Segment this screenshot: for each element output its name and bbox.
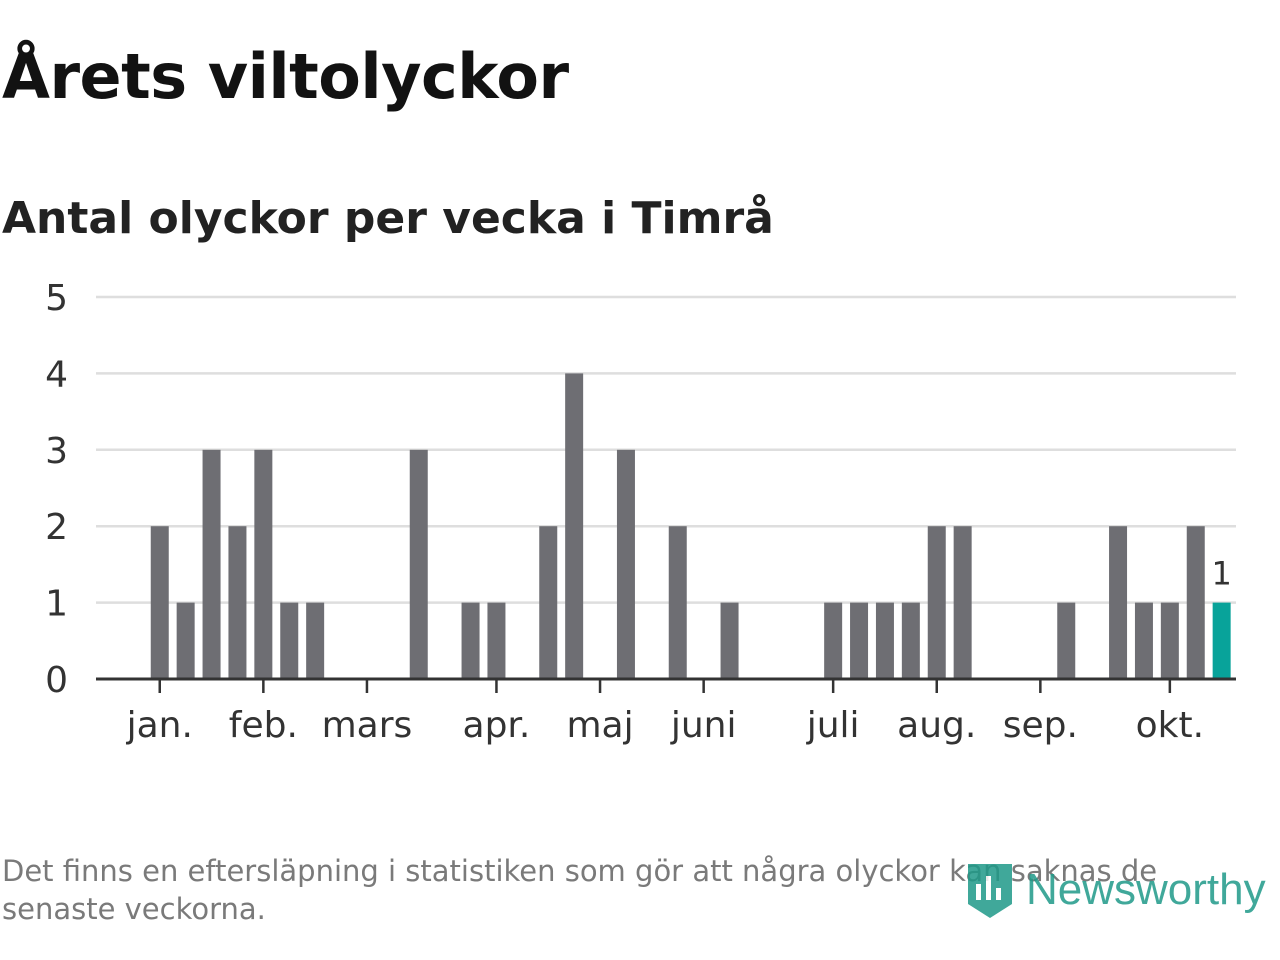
bar [461,602,480,679]
x-tick-label: apr. [463,705,531,746]
bar [927,526,946,679]
brand-name: Newsworthy [1026,865,1266,914]
footnote: Det finns en eftersläpning i statistiken… [2,854,1158,926]
bar [487,602,506,679]
x-tick-label: mars [322,705,413,746]
bar-value-label: 1 [1211,555,1231,593]
gridlines [96,295,1236,604]
bar [824,602,843,679]
bar [539,526,558,679]
y-tick-label: 0 [45,660,68,701]
bar [306,602,325,679]
y-tick-label: 1 [45,584,68,625]
bar [1109,526,1128,679]
x-tick-label: aug. [897,705,976,746]
x-tick-label: okt. [1136,705,1204,746]
x-tick-label: juli [806,705,860,746]
bar [850,602,869,679]
bar [565,373,584,679]
bar [953,526,972,679]
x-tick-label: feb. [229,705,298,746]
bar [254,449,273,679]
bar [228,526,247,679]
brand-logo: Newsworthy [964,858,1266,922]
y-tick-label: 2 [45,507,68,548]
bar [901,602,920,679]
bar-latest-week [1212,602,1231,679]
bar [150,526,169,679]
bar [1186,526,1205,679]
labels: 0 1 2 3 4 5 1 jan. feb. mars apr. maj juni juli aug. se… [45,278,1232,746]
y-tick-label: 3 [45,431,68,472]
bar-chart-badge-icon [968,864,1012,918]
bar [1160,602,1179,679]
bar [875,602,894,679]
x-tick-label: maj [566,705,633,746]
x-tick-label: sep. [1003,705,1078,746]
axes [96,677,1236,693]
chart-title: Årets viltolyckor [2,40,569,113]
bar [616,449,635,679]
bar [280,602,299,679]
bar [720,602,739,679]
bar [668,526,687,679]
bar [409,449,428,679]
bar [1134,602,1153,679]
y-tick-label: 5 [45,278,68,319]
x-tick-label: juni [670,705,737,746]
bars [150,373,1231,679]
x-tick-label: jan. [126,705,193,746]
bar-chart: 0 1 2 3 4 5 1 jan. feb. mars apr. maj juni juli aug. se… [45,278,1236,746]
chart-subtitle: Antal olyckor per vecka i Timrå [2,193,774,244]
bar [202,449,221,679]
bar [176,602,195,679]
y-tick-label: 4 [45,354,68,395]
bar [1057,602,1076,679]
